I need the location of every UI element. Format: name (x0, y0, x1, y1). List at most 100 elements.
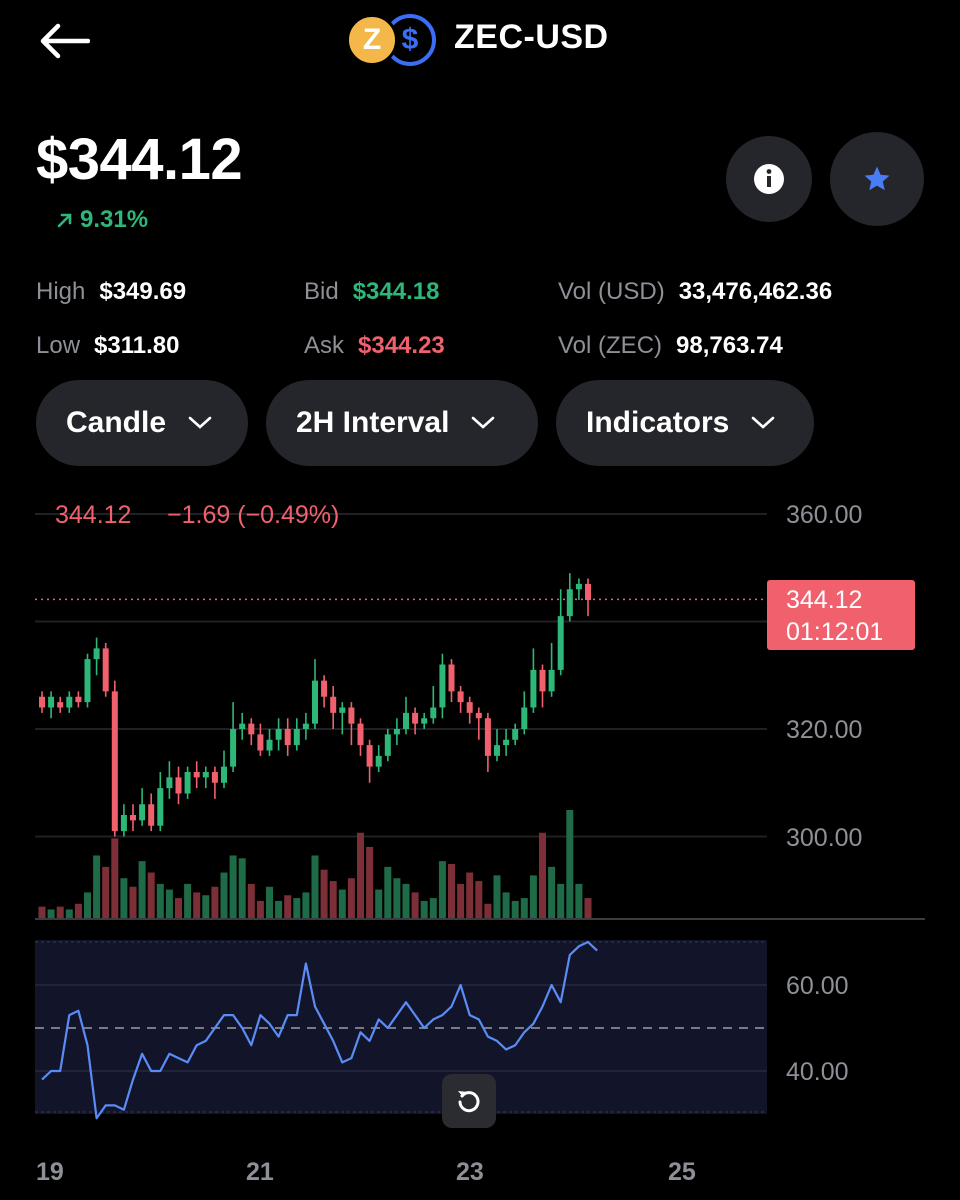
volume-bar (220, 872, 228, 918)
stat-bid: Bid $344.18 (304, 278, 439, 306)
candle-body (166, 777, 173, 789)
stat-vol-usd: Vol (USD) 33,476,462.36 (558, 278, 832, 306)
candle-body (348, 707, 355, 724)
volume-bar (275, 900, 283, 918)
candle-body (539, 669, 546, 692)
candle-body (457, 691, 464, 703)
chevron-down-icon (472, 416, 495, 429)
volume-bar (56, 906, 64, 918)
price-chart[interactable]: 344.12 −1.69 (−0.49%) 360.00 320.00 300.… (0, 480, 960, 1200)
chevron-down-icon (752, 416, 775, 429)
price-change-value: 9.31% (80, 206, 149, 233)
stat-value: $349.69 (99, 278, 187, 305)
volume-bar (438, 861, 446, 918)
candle-body (111, 691, 118, 832)
volume-bar (320, 869, 328, 918)
price-change: 9.31% (56, 206, 148, 234)
y-tick-label: 320.00 (786, 716, 862, 744)
volume-bar (420, 900, 428, 918)
candle-body (475, 712, 482, 719)
legend-change: −1.69 (−0.49%) (167, 501, 339, 529)
interval-dropdown[interactable]: 2H Interval (266, 380, 538, 466)
volume-bar (74, 903, 82, 918)
chart-grid (35, 513, 767, 838)
candle-body (148, 804, 155, 826)
top-bar: Z $ ZEC-USD (0, 0, 960, 90)
volume-bar (366, 846, 374, 918)
volume-bar (165, 889, 173, 918)
candle-body (330, 696, 337, 713)
info-button[interactable] (726, 136, 812, 222)
volume-bar (329, 881, 337, 918)
candle-body (102, 648, 109, 692)
pair-title: ZEC-USD (454, 18, 609, 56)
volume-bar (566, 810, 574, 918)
stat-ask: Ask $344.23 (304, 332, 445, 360)
candle-body (93, 648, 100, 660)
volume-bar (539, 832, 546, 918)
volume-bar (202, 895, 210, 918)
volume-bar (484, 903, 492, 918)
candle-body (202, 772, 209, 778)
volume-bar (247, 883, 255, 918)
favorite-button[interactable] (830, 132, 924, 226)
volume-bar (529, 875, 537, 918)
candle-body (494, 745, 500, 756)
candle-body (393, 729, 400, 735)
stat-value: $311.80 (94, 332, 180, 359)
volume-bar (311, 855, 319, 918)
rsi-band (35, 940, 767, 1114)
candle-body (585, 583, 591, 600)
chart-type-label: Candle (66, 406, 167, 439)
candle-body (248, 723, 255, 735)
arrow-up-right-icon (57, 213, 72, 228)
volume-bar (475, 881, 483, 918)
volume-bar (84, 892, 91, 918)
stat-low: Low $311.80 (36, 332, 179, 360)
volume-bar (357, 832, 364, 918)
volume-bar (520, 898, 528, 918)
volume-bar (38, 906, 46, 918)
chart-canvas[interactable]: 344.12 −1.69 (−0.49%) 360.00 320.00 300.… (0, 480, 960, 1200)
rsi-line (41, 940, 598, 1120)
volume-bar (466, 872, 474, 918)
candle-body (312, 680, 318, 724)
rsi-tick-label: 40.00 (786, 1058, 849, 1086)
volume-bar (502, 892, 510, 918)
candle-body (403, 712, 409, 729)
chart-type-dropdown[interactable]: Candle (36, 380, 248, 466)
reset-zoom-button[interactable] (442, 1074, 496, 1128)
volume-bar (393, 878, 401, 918)
volume-bar (65, 909, 73, 918)
stat-label: Low (36, 332, 81, 359)
candle-body (275, 729, 282, 740)
volume-bar (375, 889, 383, 918)
candle-body (239, 723, 246, 729)
star-icon (864, 166, 890, 191)
candle-body (66, 696, 73, 708)
indicators-dropdown[interactable]: Indicators (556, 380, 814, 466)
candle-body (421, 718, 428, 724)
candle-body (466, 702, 473, 713)
candle-body (566, 589, 573, 617)
candle-body (193, 772, 200, 778)
candle-body (221, 766, 227, 783)
volume-bar (111, 838, 119, 918)
stat-label: Bid (304, 278, 339, 305)
volume-bar (120, 878, 128, 918)
x-tick-label: 19 (36, 1158, 64, 1186)
candle-body (48, 696, 55, 708)
back-button[interactable] (34, 18, 94, 64)
volume-bar (184, 883, 192, 918)
y-tick-label: 300.00 (786, 824, 862, 852)
chevron-down-icon (188, 416, 212, 429)
indicators-label: Indicators (586, 406, 730, 439)
candle-body (257, 734, 264, 751)
candle-body (430, 707, 437, 719)
candle-body (557, 616, 564, 670)
stat-vol-zec: Vol (ZEC) 98,763.74 (558, 332, 783, 360)
price-tag-value: 344.12 (786, 586, 862, 614)
candle-body (448, 664, 455, 692)
volume-bar (411, 892, 419, 918)
info-icon (754, 164, 784, 194)
